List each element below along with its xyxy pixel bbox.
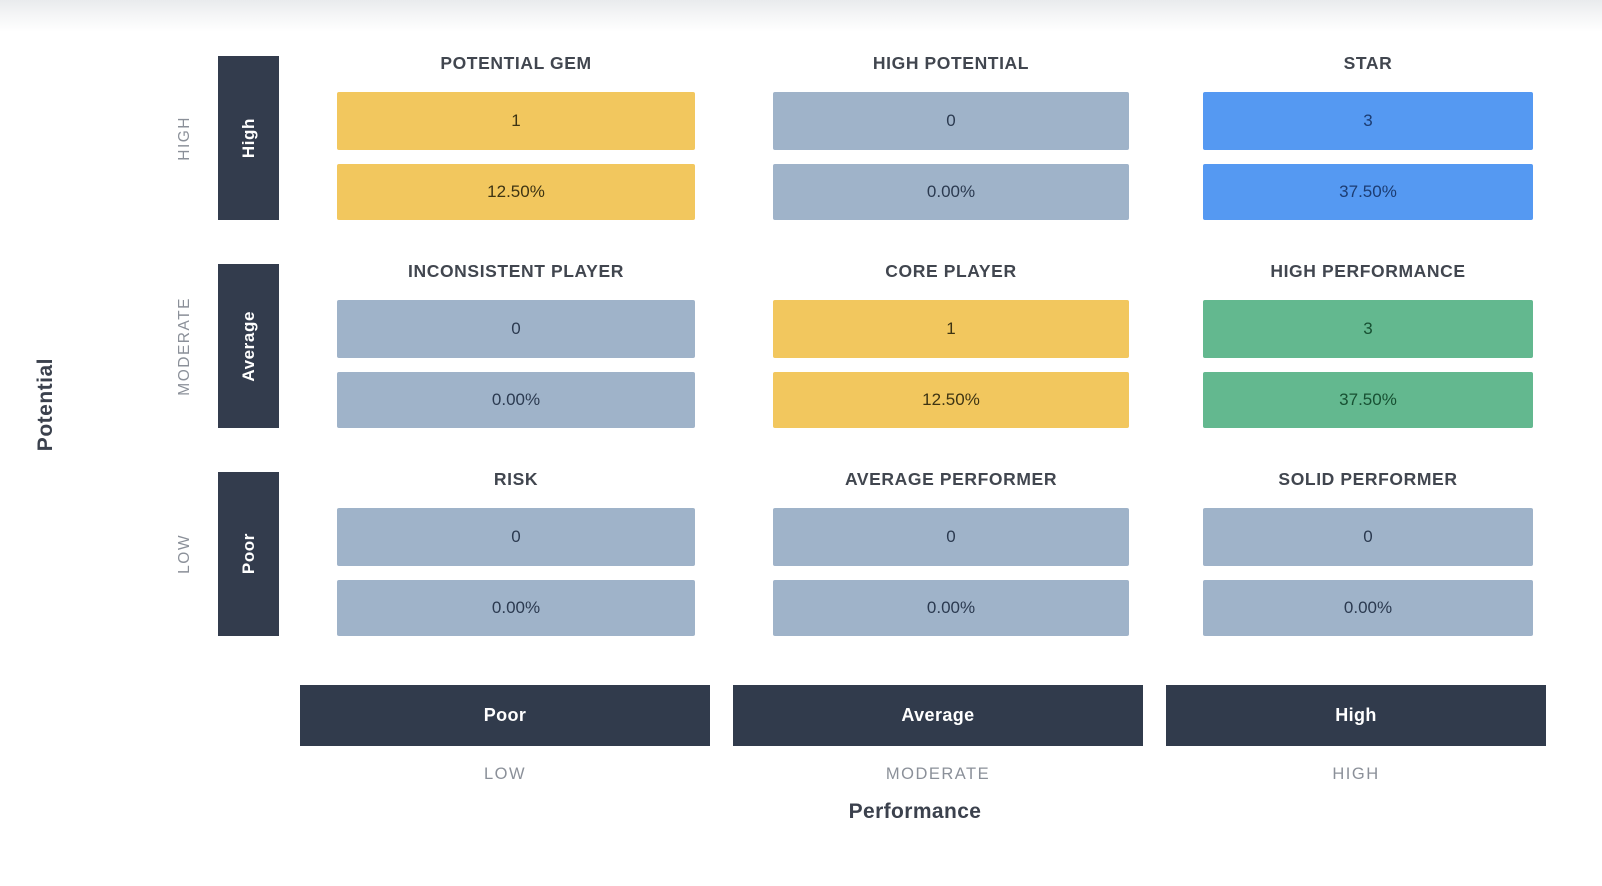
column-header-average: Average — [733, 685, 1143, 746]
count-bar[interactable]: 1 — [337, 92, 695, 150]
row-level-moderate: MODERATE — [168, 264, 202, 428]
count-bar[interactable]: 0 — [337, 508, 695, 566]
count-value: 1 — [511, 111, 521, 130]
cell-title: AVERAGE PERFORMER — [844, 469, 1058, 489]
count-value: 0 — [946, 111, 956, 130]
cell-core-player: CORE PLAYER 1 12.50% — [773, 260, 1129, 428]
percent-bar[interactable]: 0.00% — [337, 580, 695, 636]
top-gradient — [0, 0, 1602, 32]
percent-bar[interactable]: 37.50% — [1203, 372, 1533, 428]
cell-inconsistent-player: INCONSISTENT PLAYER 0 0.00% — [337, 260, 695, 428]
percent-bar[interactable]: 0.00% — [773, 164, 1129, 220]
y-axis-title: Potential — [28, 330, 64, 480]
row-level-high-label: HIGH — [176, 115, 193, 161]
column-header-high-label: High — [1335, 705, 1377, 725]
column-header-poor-label: Poor — [483, 705, 527, 725]
cell-potential-gem: POTENTIAL GEM 1 12.50% — [337, 52, 695, 220]
x-axis-title: Performance — [848, 800, 982, 823]
column-level-low: LOW — [483, 765, 527, 783]
cell-star: STAR 3 37.50% — [1203, 52, 1533, 220]
percent-value: 12.50% — [487, 182, 545, 201]
column-header-average-label: Average — [901, 705, 975, 725]
percent-bar[interactable]: 0.00% — [773, 580, 1129, 636]
percent-value: 0.00% — [491, 598, 541, 617]
percent-value: 37.50% — [1339, 182, 1397, 201]
cell-title: RISK — [493, 469, 539, 489]
percent-value: 0.00% — [926, 598, 976, 617]
row-level-moderate-label: MODERATE — [176, 296, 193, 396]
row-header-average-label: Average — [238, 310, 258, 382]
count-value: 0 — [946, 527, 956, 546]
column-header-high: High — [1166, 685, 1546, 746]
cell-solid-performer: SOLID PERFORMER 0 0.00% — [1203, 468, 1533, 636]
count-bar[interactable]: 0 — [1203, 508, 1533, 566]
y-axis-title-label: Potential — [34, 358, 57, 452]
count-bar[interactable]: 0 — [773, 92, 1129, 150]
count-bar[interactable]: 0 — [773, 508, 1129, 566]
count-bar[interactable]: 1 — [773, 300, 1129, 358]
cell-title: HIGH POTENTIAL — [872, 53, 1030, 73]
row-header-average: Average — [218, 264, 279, 428]
count-bar[interactable]: 3 — [1203, 92, 1533, 150]
row-level-low: LOW — [168, 472, 202, 636]
count-value: 0 — [511, 527, 521, 546]
percent-value: 12.50% — [922, 390, 980, 409]
percent-bar[interactable]: 37.50% — [1203, 164, 1533, 220]
count-bar[interactable]: 0 — [337, 300, 695, 358]
cell-title: HIGH PERFORMANCE — [1270, 261, 1466, 281]
column-level-moderate: MODERATE — [885, 765, 991, 783]
percent-bar[interactable]: 0.00% — [1203, 580, 1533, 636]
cell-title: STAR — [1343, 53, 1393, 73]
column-level-high: HIGH — [1332, 765, 1380, 783]
percent-value: 37.50% — [1339, 390, 1397, 409]
row-header-high-label: High — [238, 117, 258, 159]
cell-title: SOLID PERFORMER — [1278, 469, 1458, 489]
percent-bar[interactable]: 12.50% — [773, 372, 1129, 428]
percent-value: 0.00% — [491, 390, 541, 409]
percent-bar[interactable]: 12.50% — [337, 164, 695, 220]
count-value: 3 — [1363, 111, 1373, 130]
count-value: 0 — [1363, 527, 1373, 546]
column-header-poor: Poor — [300, 685, 710, 746]
cell-title: POTENTIAL GEM — [440, 53, 592, 73]
row-header-poor-label: Poor — [238, 533, 258, 575]
cell-average-performer: AVERAGE PERFORMER 0 0.00% — [773, 468, 1129, 636]
count-value: 1 — [946, 319, 956, 338]
cell-risk: RISK 0 0.00% — [337, 468, 695, 636]
row-header-high: High — [218, 56, 279, 220]
percent-value: 0.00% — [1343, 598, 1393, 617]
cell-high-potential: HIGH POTENTIAL 0 0.00% — [773, 52, 1129, 220]
count-value: 0 — [511, 319, 521, 338]
count-bar[interactable]: 3 — [1203, 300, 1533, 358]
cell-title: CORE PLAYER — [885, 261, 1017, 281]
row-level-low-label: LOW — [176, 534, 193, 574]
row-header-poor: Poor — [218, 472, 279, 636]
cell-title: INCONSISTENT PLAYER — [408, 261, 624, 281]
percent-bar[interactable]: 0.00% — [337, 372, 695, 428]
row-level-high: HIGH — [168, 56, 202, 220]
cell-high-performance: HIGH PERFORMANCE 3 37.50% — [1203, 260, 1533, 428]
count-value: 3 — [1363, 319, 1373, 338]
percent-value: 0.00% — [926, 182, 976, 201]
